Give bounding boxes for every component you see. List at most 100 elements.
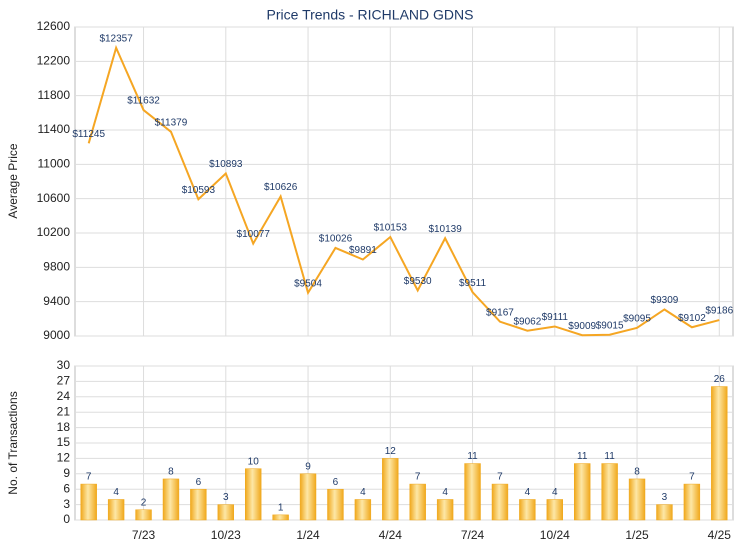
y-tick-label: 12600 [37, 19, 71, 33]
bar [135, 509, 152, 521]
bar [80, 483, 97, 521]
y-tick-label: 27 [57, 374, 71, 388]
x-tick-label: 4/24 [379, 528, 403, 542]
data-label: $11379 [155, 117, 188, 128]
data-label: $10077 [237, 229, 271, 240]
y-tick-label: 3 [63, 497, 70, 511]
y-tick-label: 10200 [37, 225, 71, 239]
chart-title: Price Trends - RICHLAND GDNS [267, 7, 474, 23]
y-tick-label: 6 [63, 481, 70, 495]
data-label: 3 [223, 492, 229, 503]
price-line [87, 44, 720, 337]
y-tick-label: 24 [57, 389, 71, 403]
data-label: $9309 [651, 295, 679, 306]
y-tick-label: 12200 [37, 54, 71, 68]
data-label: 4 [360, 487, 366, 498]
data-label: $9102 [678, 313, 706, 324]
data-label: $10139 [428, 224, 462, 235]
data-label: 7 [497, 472, 503, 483]
data-label: 26 [714, 374, 726, 385]
data-label: $9891 [349, 245, 377, 256]
y-tick-label: 10600 [37, 191, 71, 205]
y-tick-label: 12 [57, 451, 71, 465]
data-label: $10153 [374, 223, 408, 234]
data-label: 2 [141, 497, 147, 508]
data-label: 4 [442, 487, 448, 498]
data-label: $9015 [596, 320, 624, 331]
data-label: 8 [168, 467, 174, 478]
bar [162, 478, 180, 521]
x-tick-label: 1/24 [296, 528, 320, 542]
y-axis-label: No. of Transactions [6, 391, 20, 494]
bar [107, 499, 125, 521]
data-label: 11 [604, 451, 615, 462]
x-tick-label: 7/23 [132, 528, 156, 542]
data-label: 7 [86, 472, 92, 483]
data-label: 8 [634, 467, 640, 478]
data-label: $9167 [486, 307, 514, 318]
bar [546, 499, 563, 521]
y-tick-label: 9400 [43, 294, 70, 308]
data-label: $10593 [182, 185, 216, 196]
data-label: 11 [577, 451, 588, 462]
x-tick-label: 7/24 [461, 528, 485, 542]
y-tick-label: 18 [57, 420, 71, 434]
x-tick-label: 1/25 [625, 528, 649, 542]
x-tick-label: 10/24 [540, 528, 570, 542]
bar [382, 458, 399, 521]
y-tick-label: 11000 [38, 157, 71, 171]
data-label: $9504 [294, 278, 322, 289]
x-tick-label: 10/23 [211, 528, 241, 542]
data-label: 10 [248, 456, 260, 467]
data-label: 9 [305, 461, 311, 472]
bar [327, 488, 344, 521]
data-label: $9511 [459, 278, 487, 289]
data-label: $11245 [72, 129, 105, 140]
data-label: 4 [552, 487, 558, 498]
bar [272, 514, 289, 521]
data-label: 4 [113, 487, 119, 498]
data-label: $9111 [542, 312, 569, 323]
data-label: $12357 [99, 33, 133, 44]
data-label: $9186 [705, 306, 733, 317]
plot-area [74, 26, 734, 337]
data-label: $9062 [513, 316, 541, 327]
data-label: 1 [278, 503, 284, 514]
bar [711, 386, 728, 521]
data-label: 6 [333, 477, 339, 488]
bar [245, 468, 262, 521]
data-label: $9095 [623, 313, 651, 324]
bar [464, 463, 481, 521]
data-label: 7 [415, 472, 421, 483]
bar [436, 499, 454, 521]
bar [574, 463, 591, 521]
bar [601, 463, 618, 521]
y-tick-label: 11800 [38, 88, 71, 102]
bar [409, 483, 426, 521]
bar [217, 504, 234, 521]
data-label: $9009 [568, 321, 596, 332]
y-tick-label: 15 [57, 435, 71, 449]
data-label: $10626 [264, 182, 298, 193]
data-label: $10893 [209, 159, 243, 170]
bar [683, 483, 701, 521]
data-label: $10026 [319, 234, 353, 245]
bar [656, 504, 673, 521]
data-label: 6 [196, 477, 202, 488]
bar [491, 483, 509, 521]
data-label: 4 [525, 487, 531, 498]
y-tick-label: 11400 [38, 122, 71, 136]
data-label: 11 [467, 451, 478, 462]
bar [519, 499, 536, 521]
bar [628, 478, 646, 521]
bar [299, 473, 317, 521]
bar [190, 488, 207, 521]
y-tick-label: 21 [57, 404, 71, 418]
y-tick-label: 9 [63, 466, 70, 480]
x-tick-label: 4/25 [708, 528, 732, 542]
y-tick-label: 9000 [43, 328, 70, 342]
y-tick-label: 30 [57, 358, 71, 372]
data-label: $11632 [127, 96, 160, 107]
y-axis-label: Average Price [6, 143, 20, 218]
